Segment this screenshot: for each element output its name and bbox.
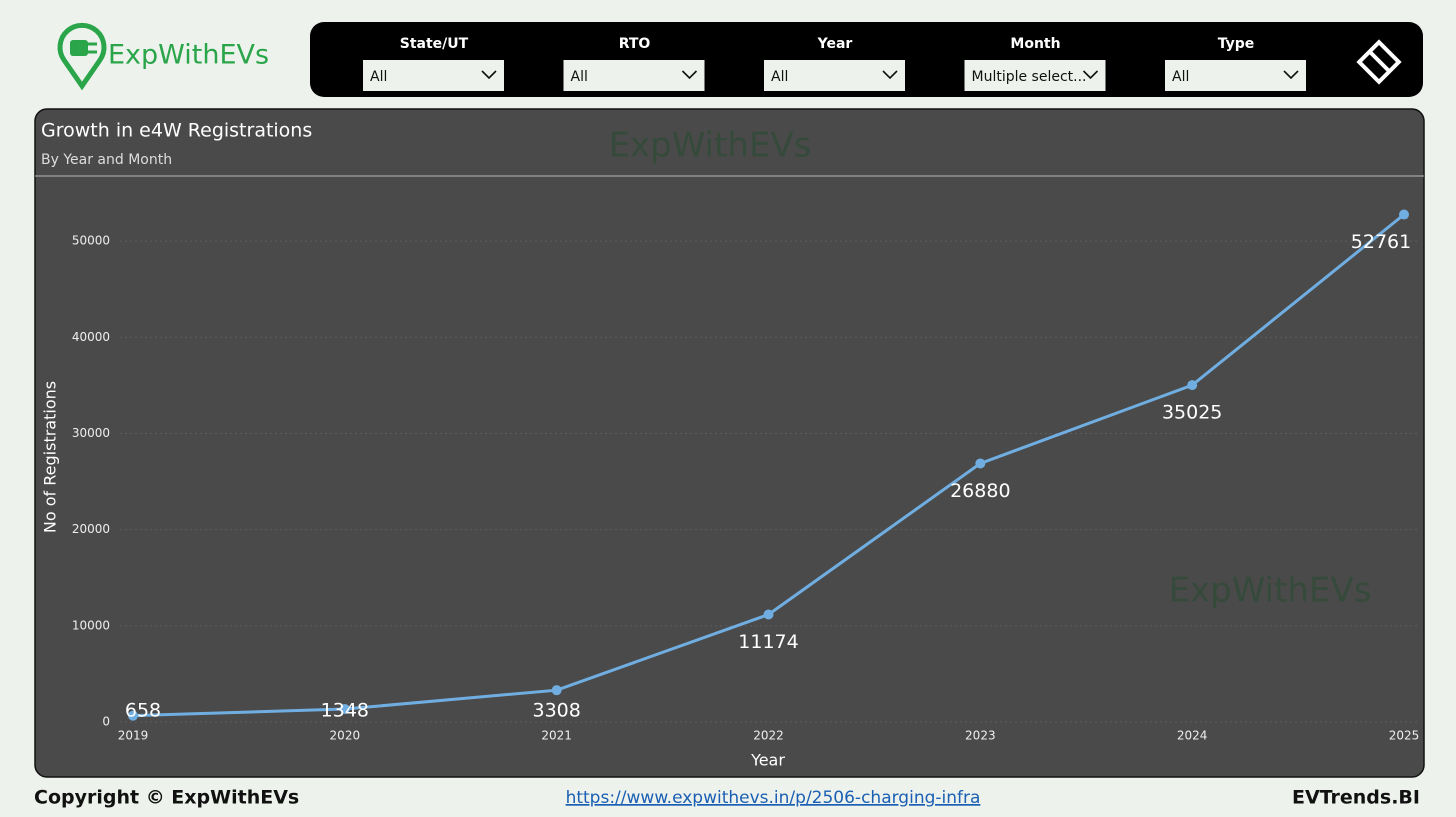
x-tick-label: 2020 [330,729,361,743]
y-tick-label: 40000 [72,330,110,344]
watermark: ExpWithEVs [1169,571,1372,611]
filter-dropdown[interactable]: All [563,60,705,91]
dropdown-value: All [771,69,788,85]
filter-dropdown[interactable]: Multiple select... [964,60,1106,91]
data-label: 35025 [1162,402,1222,424]
dropdown-value: All [1172,69,1189,85]
logo: ExpWithEVs [57,22,269,91]
data-label: 658 [125,700,161,722]
filter-label: RTO [619,36,651,52]
y-tick-label: 20000 [72,522,110,536]
x-tick-label: 2024 [1177,729,1208,743]
x-tick-label: 2023 [965,729,996,743]
x-tick-label: 2021 [541,729,572,743]
chart-title: Growth in e4W Registrations [41,120,312,142]
x-tick-label: 2019 [118,729,149,743]
point [128,710,138,721]
point [551,685,562,696]
y-axis-title: No of Registrations [41,381,60,533]
x-tick-label: 2022 [753,729,784,743]
x-tick-label: 2025 [1389,729,1420,743]
filter-dropdown[interactable]: All [764,60,905,91]
point [339,704,350,715]
dropdown-chevron [882,70,898,80]
filter-label: State/UT [400,36,469,52]
link[interactable]: https://www.expwithevs.in/p/2506-chargin… [566,788,981,808]
dropdown-chevron [1283,70,1299,80]
dropdown-value: Multiple select... [972,69,1087,85]
chart-subtitle: By Year and Month [41,152,172,168]
dropdown-chevron [481,70,497,80]
dropdown-box[interactable] [1165,60,1306,91]
logo-text: ExpWithEVs [108,40,269,71]
dropdown-box[interactable] [563,60,705,91]
x-axis-title: Year [750,751,785,770]
y-tick-label: 30000 [72,426,110,440]
plot: 0 10000 20000 30000 40000 50000 2019 2020 2021 20… [72,209,1420,743]
dropdown-box[interactable] [764,60,905,91]
dropdown-chevron [1082,70,1099,80]
point [1399,209,1409,220]
filters: State/UT All RTO All Year All Month Multiple se… [363,36,1306,91]
logo-pin [57,22,107,91]
y-tick-label: 0 [102,715,110,729]
data-label: 52761 [1351,231,1411,253]
dropdown-box[interactable] [363,60,504,91]
watermark: ExpWithEVs [609,126,812,166]
filter-label: Month [1010,36,1060,52]
dropdown-box[interactable] [964,60,1106,91]
point [763,609,774,620]
filter-label: Year [817,36,853,52]
filter-dropdown[interactable]: All [1165,60,1306,91]
y-tick-label: 50000 [72,234,110,248]
point [1187,380,1198,391]
data-label: 26880 [950,480,1010,502]
point [975,458,986,469]
clear-filters-button[interactable] [1356,39,1402,85]
eraser-line [1368,50,1391,73]
copyright: Copyright © ExpWithEVs [34,787,299,809]
brand: EVTrends.BI [1292,787,1420,809]
dropdown-value: All [571,69,588,85]
filter-dropdown[interactable]: All [363,60,504,91]
eraser-icon[interactable] [1356,39,1402,85]
data-label: 11174 [738,631,798,653]
y-tick-label: 10000 [72,618,110,632]
dropdown-chevron [681,70,698,80]
chart-panel [34,108,1425,778]
logo-plug [70,40,88,56]
filter-label: Type [1218,36,1255,52]
dropdown-value: All [370,69,387,85]
data-label: 1348 [321,700,369,722]
data-label: 3308 [532,700,580,722]
